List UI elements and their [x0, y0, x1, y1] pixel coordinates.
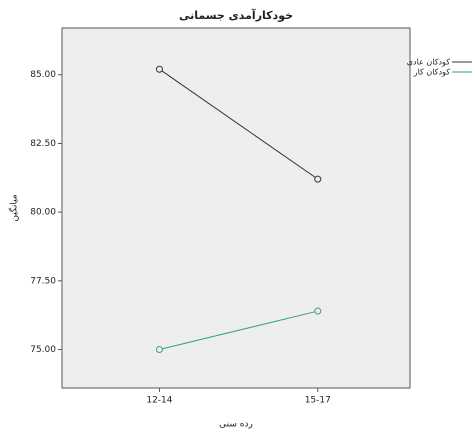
x-tick-label: 15-17 — [305, 396, 331, 406]
point — [155, 65, 163, 73]
legend-label: کودکان کار — [413, 68, 450, 77]
y-tick-label: 85.00 — [30, 70, 56, 80]
series-line — [159, 310, 318, 351]
point — [155, 346, 163, 354]
plot-area — [61, 27, 411, 389]
chart-title: خودکارآمدی جسمانی — [179, 8, 293, 22]
point — [314, 175, 322, 183]
y-tick-label: 82.50 — [30, 139, 56, 149]
series-line — [159, 68, 319, 180]
y-tick-label: 80.00 — [30, 208, 56, 218]
point — [314, 307, 322, 315]
y-tick-label: 75.00 — [30, 345, 56, 355]
x-tick-label: 12-14 — [146, 396, 172, 406]
legend-label: کودکان عادی — [407, 58, 450, 67]
y-axis-label: میانگین — [8, 194, 20, 222]
y-tick-label: 77.50 — [30, 276, 56, 286]
x-axis-label: رده سنی — [219, 420, 253, 430]
